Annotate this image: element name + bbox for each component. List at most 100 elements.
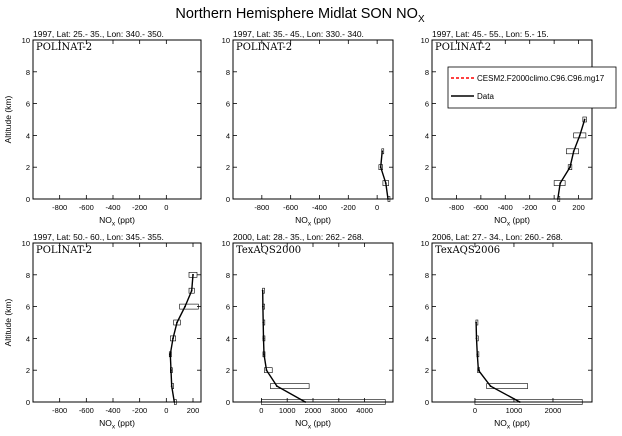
- panel-title: 1997, Lat: 25.- 35., Lon: 340.- 350.: [33, 29, 164, 39]
- legend: CESM2.F2000climo.C96.C96.mg17 Data: [447, 66, 617, 109]
- y-tick-label: 0: [425, 195, 429, 204]
- x-tick-label: 3000: [330, 406, 347, 415]
- x-tick-label: -600: [473, 203, 488, 212]
- data-profile-line: [557, 119, 586, 200]
- figure-title: Northern Hemisphere Midlat SON NOX: [175, 6, 425, 25]
- y-tick-label: 8: [425, 68, 429, 77]
- data-point: [172, 337, 174, 340]
- data-point: [304, 401, 307, 403]
- x-axis-label-unit: (ppt): [311, 215, 331, 225]
- x-axis-label: NOx (ppt): [295, 215, 331, 228]
- y-tick-label: 6: [425, 303, 429, 312]
- data-point: [170, 385, 173, 387]
- x-axis-label-main: NO: [494, 215, 507, 225]
- data-point: [475, 321, 477, 324]
- plot-frame: [232, 242, 394, 403]
- x-axis-label-subscript: x: [507, 424, 511, 431]
- data-point: [170, 369, 172, 372]
- data-profile-line: [475, 322, 521, 403]
- y-tick-label: 2: [425, 366, 429, 375]
- data-point: [489, 385, 492, 387]
- y-tick-label: 4: [226, 334, 230, 343]
- y-tick-label: 4: [26, 131, 30, 140]
- x-tick-label: -800: [52, 406, 67, 415]
- y-tick-label: 8: [425, 271, 429, 280]
- x-axis-label: NOx (ppt): [494, 418, 530, 431]
- data-profile-line: [379, 151, 389, 200]
- data-point: [556, 198, 559, 200]
- campaign-label: TexAQS2000: [236, 245, 301, 256]
- x-tick-label: -800: [449, 203, 464, 212]
- y-tick-label: 2: [26, 163, 30, 172]
- x-tick-label: 200: [187, 406, 200, 415]
- y-tick-label: 4: [425, 334, 429, 343]
- y-axis-label: Altitude (km): [3, 298, 13, 346]
- x-axis-label-unit: (ppt): [311, 418, 331, 428]
- x-tick-label: -200: [522, 203, 537, 212]
- campaign-label: POLINAT-2: [435, 42, 491, 53]
- y-tick-label: 2: [26, 366, 30, 375]
- y-tick-label: 2: [226, 366, 230, 375]
- x-tick-label: -800: [52, 203, 67, 212]
- y-axis-label: Altitude (km): [3, 95, 13, 143]
- y-tick-label: 2: [226, 163, 230, 172]
- data-point: [477, 369, 480, 372]
- y-tick-label: 10: [222, 239, 230, 248]
- panel-4: 1997, Lat: 50.- 60., Lon: 345.- 355. POLI…: [3, 232, 202, 431]
- data-point: [559, 182, 562, 185]
- y-tick-label: 8: [226, 271, 230, 280]
- x-tick-label: -200: [132, 203, 147, 212]
- x-tick-label: 0: [552, 203, 556, 212]
- x-tick-label: 4000: [356, 406, 373, 415]
- data-point: [384, 182, 387, 185]
- x-tick-label: 0: [164, 203, 168, 212]
- figure-title-main: Northern Hemisphere Midlat SON NO: [175, 6, 418, 22]
- data-point: [173, 401, 176, 403]
- x-tick-label: 2000: [305, 406, 322, 415]
- y-tick-label: 6: [226, 100, 230, 109]
- x-axis-label: NOx (ppt): [99, 215, 135, 228]
- data-point: [261, 289, 264, 292]
- y-tick-label: 10: [222, 36, 230, 45]
- x-tick-label: 0: [259, 406, 263, 415]
- plot-frame: [232, 39, 394, 200]
- error-box: [566, 148, 579, 155]
- x-tick-label: -600: [79, 406, 94, 415]
- y-tick-label: 0: [26, 398, 30, 407]
- x-tick-label: -400: [498, 203, 513, 212]
- x-tick-label: 0: [473, 406, 477, 415]
- error-box: [582, 116, 587, 123]
- y-tick-label: 6: [26, 303, 30, 312]
- x-axis-label-main: NO: [295, 418, 308, 428]
- y-tick-label: 10: [22, 36, 30, 45]
- y-tick-label: 0: [226, 398, 230, 407]
- x-tick-label: 200: [572, 203, 585, 212]
- y-tick-label: 0: [226, 195, 230, 204]
- data-point: [475, 337, 478, 340]
- x-tick-label: -200: [341, 203, 356, 212]
- x-tick-label: 0: [164, 406, 168, 415]
- x-axis-label-unit: (ppt): [510, 418, 530, 428]
- x-tick-label: 0: [375, 203, 379, 212]
- y-tick-label: 8: [26, 271, 30, 280]
- data-point: [169, 353, 172, 356]
- x-tick-label: 1000: [279, 406, 296, 415]
- campaign-label: POLINAT-2: [36, 42, 92, 53]
- error-box: [270, 383, 310, 389]
- panel-title: 2006, Lat: 27.- 34., Lon: 260.- 268.: [432, 232, 563, 242]
- data-point: [569, 166, 571, 169]
- data-point: [379, 166, 382, 169]
- data-point: [381, 150, 384, 153]
- y-tick-label: 8: [226, 68, 230, 77]
- plot-frame: [431, 39, 593, 200]
- x-axis-label: NOx (ppt): [494, 215, 530, 228]
- legend-label: Data: [477, 92, 494, 101]
- x-axis-label-subscript: x: [308, 424, 312, 431]
- data-point: [476, 353, 479, 356]
- x-tick-label: -600: [79, 203, 94, 212]
- campaign-label: POLINAT-2: [36, 245, 92, 256]
- data-point: [262, 321, 265, 324]
- data-point: [263, 353, 265, 356]
- x-tick-label: -600: [283, 203, 298, 212]
